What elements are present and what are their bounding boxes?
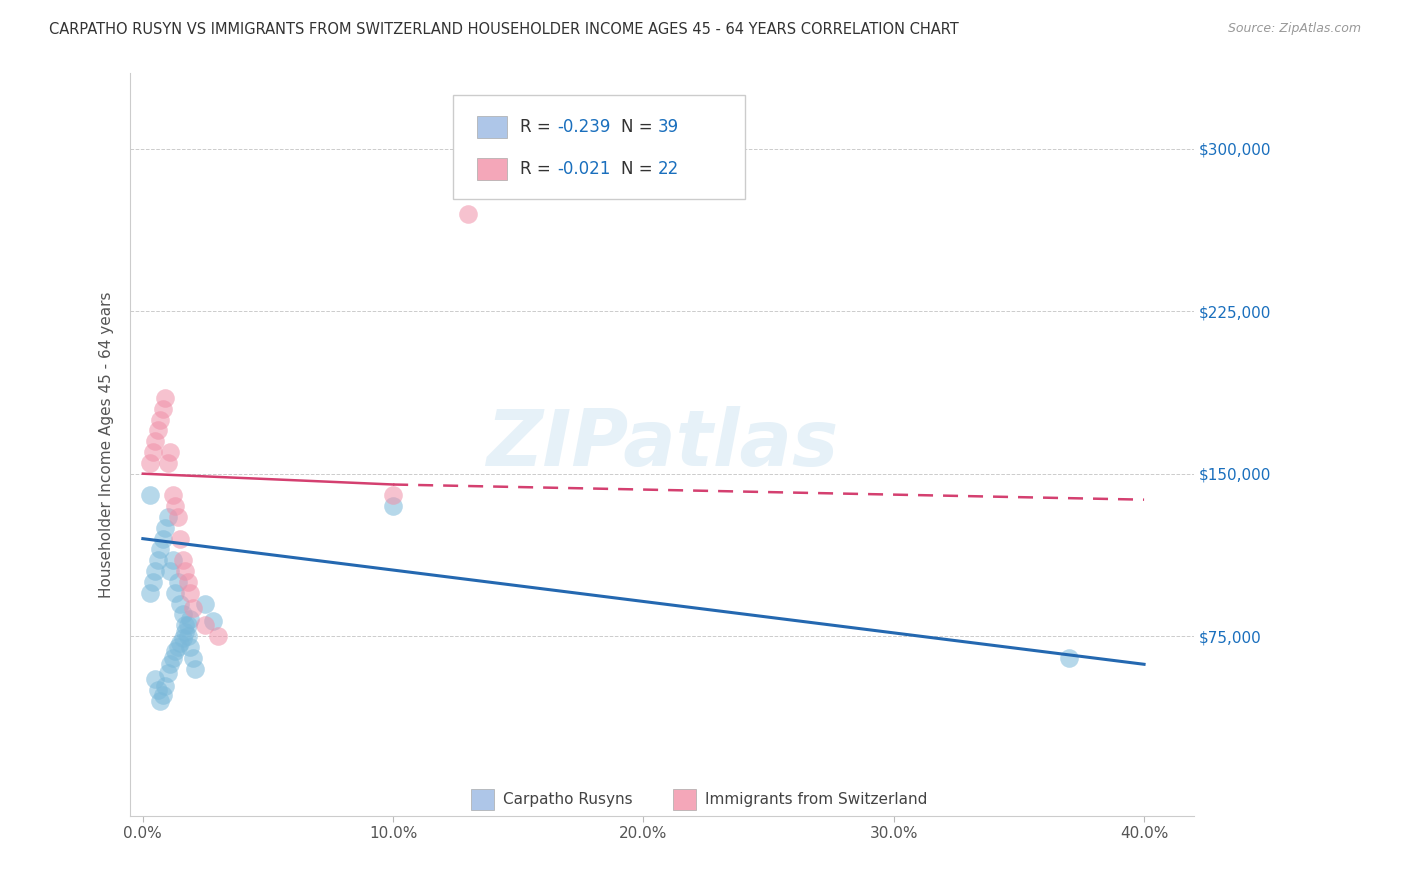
Point — [165, 586, 187, 600]
Text: CARPATHO RUSYN VS IMMIGRANTS FROM SWITZERLAND HOUSEHOLDER INCOME AGES 45 - 64 YE: CARPATHO RUSYN VS IMMIGRANTS FROM SWITZE… — [49, 22, 959, 37]
Point — [165, 499, 187, 513]
Point — [174, 624, 197, 639]
Point — [177, 629, 200, 643]
Point — [179, 586, 201, 600]
Text: -0.021: -0.021 — [557, 160, 610, 178]
Point — [162, 650, 184, 665]
Point — [146, 683, 169, 698]
Point — [172, 553, 194, 567]
Point — [382, 499, 405, 513]
Text: ZIPatlas: ZIPatlas — [486, 407, 838, 483]
Point — [382, 488, 405, 502]
Point — [194, 597, 217, 611]
Point — [149, 412, 172, 426]
Point — [1057, 650, 1080, 665]
Bar — [477, 116, 508, 138]
Point — [169, 635, 191, 649]
Point — [194, 618, 217, 632]
Point — [143, 673, 166, 687]
Point — [167, 574, 190, 589]
Point — [184, 662, 207, 676]
Point — [149, 542, 172, 557]
Point — [159, 564, 181, 578]
Point — [179, 612, 201, 626]
Text: N =: N = — [620, 119, 658, 136]
Point — [162, 553, 184, 567]
Point — [155, 521, 177, 535]
Y-axis label: Householder Income Ages 45 - 64 years: Householder Income Ages 45 - 64 years — [100, 291, 114, 598]
Point — [172, 632, 194, 646]
Text: Carpatho Rusyns: Carpatho Rusyns — [503, 792, 633, 807]
Point — [177, 574, 200, 589]
Point — [162, 488, 184, 502]
Point — [156, 510, 179, 524]
Point — [139, 586, 162, 600]
Point — [169, 532, 191, 546]
Point — [146, 553, 169, 567]
Point — [152, 532, 174, 546]
Point — [142, 445, 165, 459]
Point — [143, 564, 166, 578]
Point — [201, 614, 224, 628]
Point — [174, 618, 197, 632]
Point — [146, 423, 169, 437]
Text: R =: R = — [520, 160, 555, 178]
Text: R =: R = — [520, 119, 555, 136]
Point — [142, 574, 165, 589]
Text: 22: 22 — [658, 160, 679, 178]
Point — [179, 640, 201, 654]
Point — [159, 657, 181, 672]
Point — [167, 640, 190, 654]
Point — [139, 456, 162, 470]
Point — [155, 391, 177, 405]
Point — [156, 665, 179, 680]
Point — [181, 650, 204, 665]
Point — [139, 488, 162, 502]
Point — [152, 401, 174, 416]
Point — [457, 207, 479, 221]
Text: Immigrants from Switzerland: Immigrants from Switzerland — [704, 792, 927, 807]
Point — [181, 601, 204, 615]
Point — [167, 510, 190, 524]
Point — [174, 564, 197, 578]
Point — [165, 644, 187, 658]
Point — [159, 445, 181, 459]
Point — [156, 456, 179, 470]
Text: N =: N = — [620, 160, 658, 178]
Point — [152, 688, 174, 702]
Text: Source: ZipAtlas.com: Source: ZipAtlas.com — [1227, 22, 1361, 36]
Point — [172, 607, 194, 622]
Text: -0.239: -0.239 — [557, 119, 610, 136]
Point — [169, 597, 191, 611]
Point — [207, 629, 229, 643]
FancyBboxPatch shape — [453, 95, 745, 199]
Text: 39: 39 — [658, 119, 679, 136]
Bar — [673, 789, 696, 810]
Point — [143, 434, 166, 449]
Point — [177, 618, 200, 632]
Bar — [471, 789, 494, 810]
Point — [155, 679, 177, 693]
Point — [149, 694, 172, 708]
Bar — [477, 158, 508, 180]
